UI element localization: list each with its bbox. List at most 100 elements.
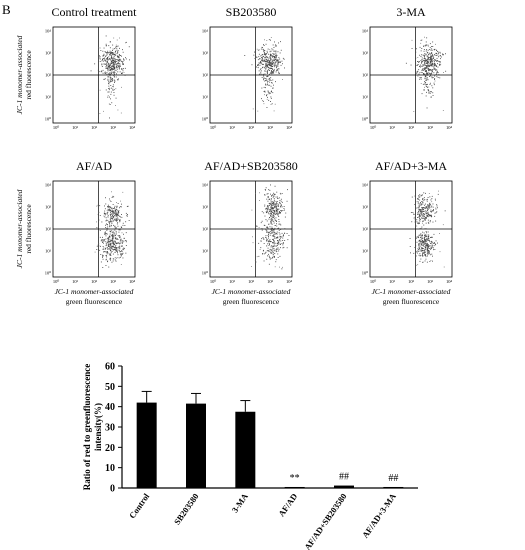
scatter-point — [427, 208, 429, 210]
scatter-point — [427, 252, 429, 254]
scatter-point — [270, 101, 271, 102]
x-tick-label: 10⁴ — [286, 279, 293, 284]
scatter-point — [280, 210, 282, 211]
scatter-point — [436, 60, 438, 62]
scatter-point — [419, 253, 421, 255]
scatter-point — [272, 239, 274, 240]
scatter-point — [424, 89, 425, 91]
scatter-point — [271, 223, 273, 225]
scatter-point — [100, 245, 101, 247]
scatter-point — [422, 237, 424, 239]
scatter-point — [429, 205, 430, 207]
scatter-point — [117, 203, 119, 204]
scatter-point — [420, 77, 422, 79]
scatter-point — [425, 68, 427, 69]
scatter-point — [112, 78, 113, 79]
y-tick-label: 10⁰ — [45, 117, 52, 122]
scatter-point — [270, 184, 271, 186]
scatter-point — [104, 210, 106, 212]
scatter-point — [425, 242, 427, 244]
scatter-point — [110, 77, 112, 79]
scatter-point — [430, 237, 431, 238]
y-tick-label: 0 — [110, 484, 115, 495]
scatter-point — [427, 59, 429, 61]
scatter-point — [117, 214, 118, 216]
scatter-point — [102, 236, 103, 238]
scatter-point — [253, 54, 255, 56]
scatter-point — [109, 245, 111, 247]
scatter-point — [113, 71, 115, 72]
scatter-point — [103, 58, 105, 60]
category-label: AF/AD — [276, 491, 299, 518]
scatter-point — [269, 51, 271, 53]
scatter-point — [101, 66, 103, 67]
scatter-point — [113, 74, 114, 76]
x-tick-label: 10² — [408, 279, 415, 284]
scatter-point — [417, 212, 419, 214]
scatter-point — [115, 214, 117, 215]
scatter-point — [436, 71, 438, 73]
scatter-point — [436, 60, 437, 62]
scatter-point — [417, 199, 419, 200]
scatter-point — [111, 55, 113, 57]
scatter-point — [270, 50, 272, 52]
scatter-point — [272, 87, 274, 88]
scatter-point — [279, 223, 281, 225]
scatter-point — [112, 210, 114, 212]
scatter-point — [415, 220, 417, 222]
scatter-point — [105, 203, 107, 205]
x-tick-label: 10³ — [267, 279, 274, 284]
scatter-point — [424, 75, 426, 77]
scatter-point — [267, 211, 269, 213]
scatter-point — [424, 57, 426, 59]
scatter-point — [427, 237, 429, 239]
x-tick-label: 10⁴ — [129, 279, 136, 284]
scatter-point — [422, 208, 424, 210]
scatter-point — [424, 219, 426, 220]
scatter-point — [273, 203, 275, 205]
scatter-point — [101, 70, 102, 72]
scatter-point — [273, 213, 275, 215]
scatter-point — [284, 216, 286, 218]
scatter-point — [265, 53, 267, 54]
scatter-point — [437, 207, 438, 209]
scatter-point — [269, 93, 271, 94]
scatter-point — [438, 56, 439, 58]
scatter-point — [269, 240, 271, 242]
scatter-point — [263, 212, 265, 214]
scatter-point — [424, 62, 426, 63]
scatter-point — [272, 68, 273, 70]
scatter-point — [111, 232, 113, 233]
scatter-point — [423, 54, 425, 56]
scatter-point — [272, 212, 273, 213]
scatter-point — [119, 236, 121, 238]
scatter-point — [115, 247, 117, 249]
scatter-point — [427, 211, 429, 213]
scatter-point — [114, 62, 116, 64]
scatter-point — [122, 64, 124, 65]
scatter-point — [273, 214, 275, 216]
scatter-point — [420, 194, 422, 196]
scatter-point — [276, 211, 278, 213]
scatter-point — [425, 239, 427, 240]
scatter-point — [275, 220, 277, 222]
scatter-point — [107, 216, 108, 218]
scatter-point — [427, 61, 429, 63]
scatter-point — [430, 242, 432, 244]
scatter-point — [265, 74, 267, 76]
scatter-point — [411, 196, 413, 198]
scatter-point — [97, 204, 99, 206]
scatter-point — [429, 207, 431, 209]
scatter-point — [269, 56, 271, 58]
scatter-point — [109, 70, 111, 72]
scatter-point — [427, 244, 429, 245]
scatter-point — [116, 73, 117, 75]
scatter-point — [119, 235, 121, 236]
scatter-point — [423, 249, 425, 251]
scatter-point — [425, 192, 426, 194]
scatter-point — [112, 248, 114, 250]
scatter-point — [262, 56, 264, 58]
scatter-point — [271, 73, 273, 75]
y-tick-label: 10³ — [45, 51, 52, 56]
scatter-point — [271, 195, 273, 196]
